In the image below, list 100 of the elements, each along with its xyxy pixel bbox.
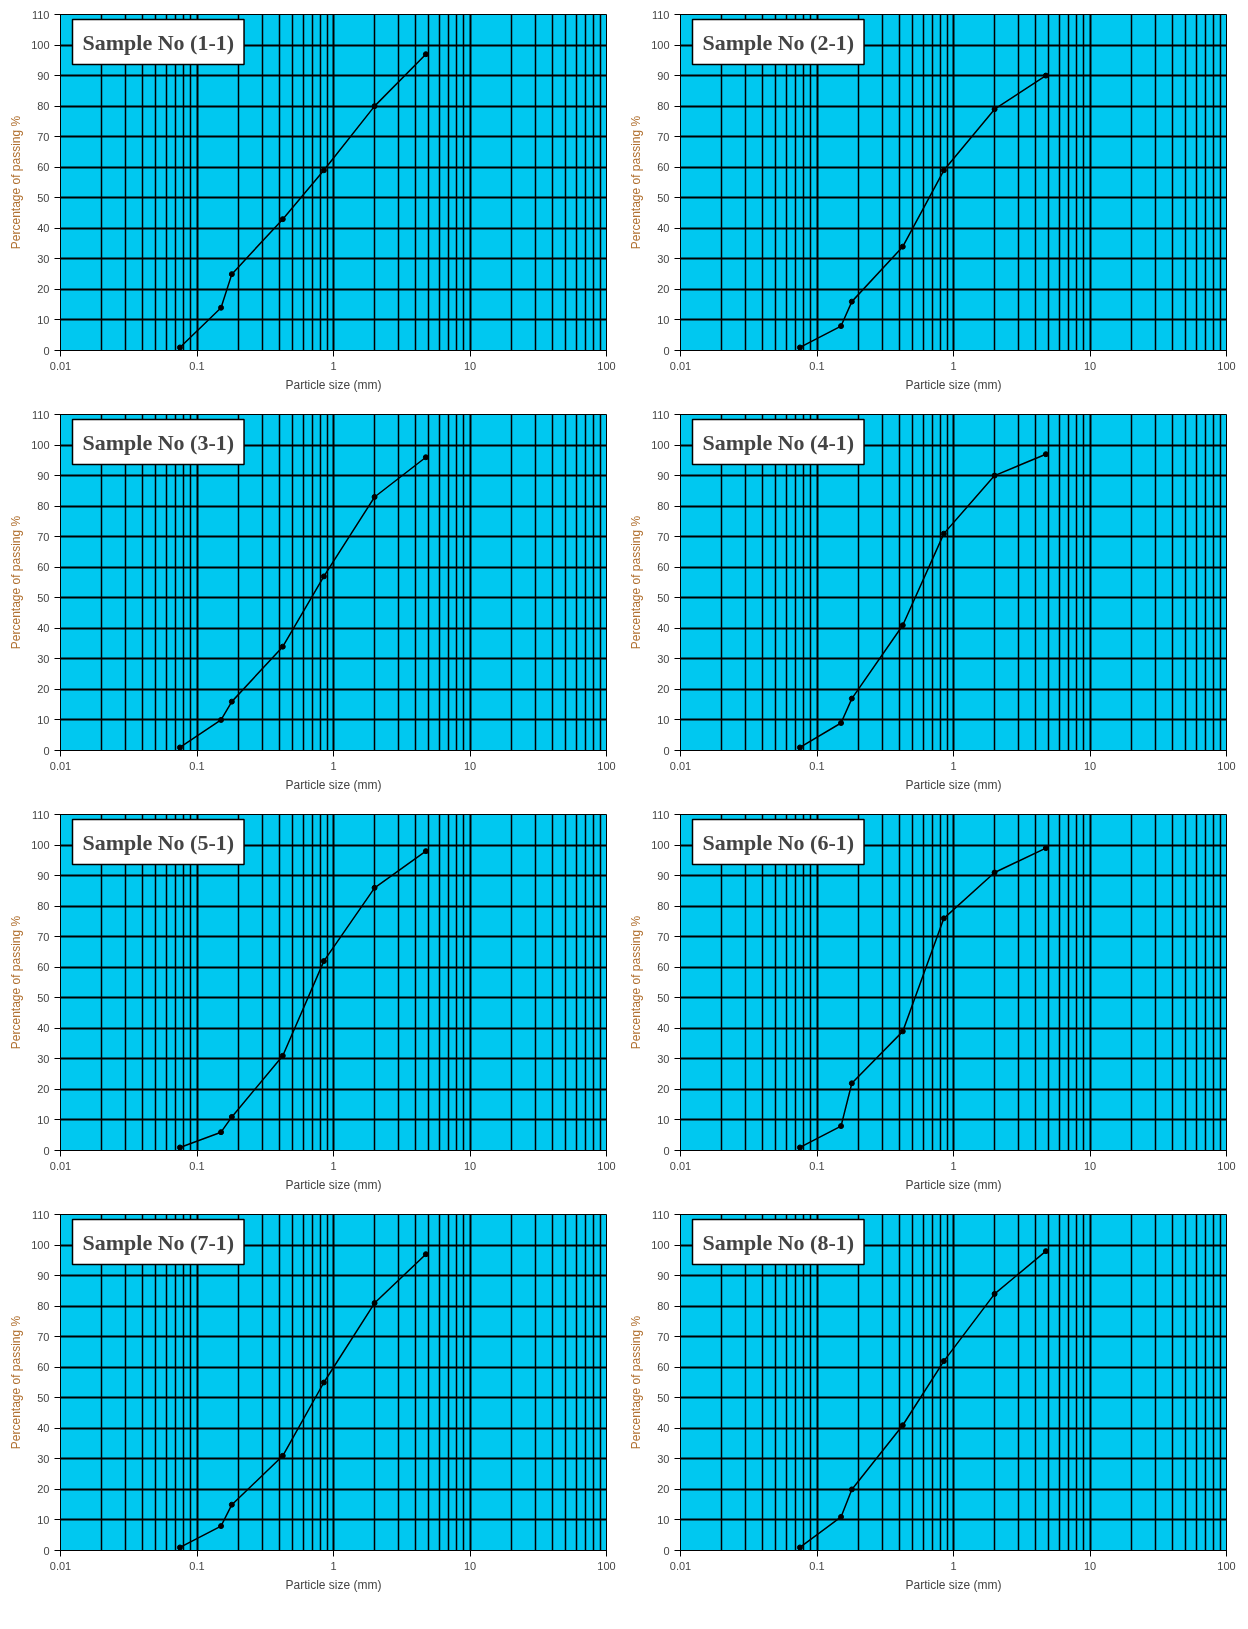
y-tick-label: 110 <box>31 408 50 421</box>
y-axis-title: Percentage of passing % <box>629 515 644 650</box>
y-tick-label: 70 <box>37 530 50 543</box>
x-tick-label: 100 <box>597 1159 616 1172</box>
y-tick-label: 30 <box>37 252 50 265</box>
y-tick-label: 80 <box>37 500 50 513</box>
x-tick-label: 100 <box>1217 359 1236 372</box>
y-axis-title: Percentage of passing % <box>629 915 644 1050</box>
y-tick-label: 90 <box>657 69 670 82</box>
x-tick-label: 10 <box>1083 1159 1097 1172</box>
y-tick-label: 110 <box>651 8 670 21</box>
y-tick-label: 30 <box>37 1052 50 1065</box>
y-tick-label: 60 <box>657 161 670 174</box>
y-tick-label: 100 <box>31 1239 50 1252</box>
y-tick-label: 100 <box>31 39 50 52</box>
x-axis-title: Particle size (mm) <box>285 1177 382 1192</box>
y-tick-label: 110 <box>31 1208 50 1221</box>
x-tick-label: 0.1 <box>189 759 205 772</box>
x-axis-title: Particle size (mm) <box>285 777 382 792</box>
y-tick-label: 100 <box>651 1239 670 1252</box>
y-tick-label: 0 <box>663 1144 670 1157</box>
y-tick-label: 90 <box>37 869 50 882</box>
y-tick-label: 50 <box>37 591 50 604</box>
y-tick-label: 50 <box>37 191 50 204</box>
x-tick-label: 1 <box>330 759 337 772</box>
x-tick-label: 100 <box>597 359 616 372</box>
y-tick-label: 20 <box>37 1483 50 1496</box>
x-tick-label: 0.01 <box>669 359 692 372</box>
x-tick-label: 1 <box>950 759 957 772</box>
x-axis-title: Particle size (mm) <box>905 777 1002 792</box>
y-tick-label: 10 <box>37 713 50 726</box>
y-tick-label: 80 <box>37 1300 50 1313</box>
text: Sample No (3-1) <box>82 429 235 455</box>
x-tick-label: 10 <box>463 1159 477 1172</box>
x-tick-label: 100 <box>597 759 616 772</box>
y-tick-label: 30 <box>37 1452 50 1465</box>
x-tick-label: 10 <box>463 1559 477 1572</box>
x-tick-label: 1 <box>950 359 957 372</box>
x-tick-label: 10 <box>1083 1559 1097 1572</box>
x-tick-label: 100 <box>1217 759 1236 772</box>
y-tick-label: 20 <box>37 283 50 296</box>
y-tick-label: 60 <box>37 561 50 574</box>
y-tick-label: 110 <box>651 1208 670 1221</box>
x-tick-label: 0.1 <box>809 759 825 772</box>
y-tick-label: 110 <box>31 8 50 21</box>
text: Sample No (4-1) <box>702 429 855 455</box>
y-tick-label: 100 <box>651 839 670 852</box>
x-tick-label: 100 <box>1217 1159 1236 1172</box>
y-tick-label: 100 <box>651 39 670 52</box>
y-tick-label: 20 <box>657 1083 670 1096</box>
y-tick-label: 10 <box>37 1113 50 1126</box>
y-axis-title: Percentage of passing % <box>629 115 644 250</box>
x-tick-label: 0.01 <box>669 1159 692 1172</box>
text: Sample No (7-1) <box>82 1229 235 1255</box>
y-tick-label: 90 <box>37 469 50 482</box>
y-tick-label: 40 <box>37 1422 50 1435</box>
y-tick-label: 80 <box>657 500 670 513</box>
y-tick-label: 40 <box>37 622 50 635</box>
y-tick-label: 30 <box>657 1052 670 1065</box>
y-tick-label: 80 <box>657 1300 670 1313</box>
y-tick-label: 0 <box>43 1144 50 1157</box>
y-tick-label: 10 <box>657 713 670 726</box>
y-tick-label: 20 <box>657 1483 670 1496</box>
y-tick-label: 0 <box>43 1544 50 1557</box>
x-axis-title: Particle size (mm) <box>905 1177 1002 1192</box>
text: Sample No (5-1) <box>82 829 235 855</box>
x-tick-label: 100 <box>1217 1559 1236 1572</box>
y-tick-label: 60 <box>37 161 50 174</box>
y-tick-label: 40 <box>657 622 670 635</box>
text: Sample No (1-1) <box>82 29 235 55</box>
x-tick-label: 100 <box>597 1559 616 1572</box>
y-axis-title: Percentage of passing % <box>629 1315 644 1450</box>
y-tick-label: 70 <box>37 1330 50 1343</box>
x-tick-label: 0.01 <box>49 1559 72 1572</box>
x-tick-label: 0.1 <box>189 1559 205 1572</box>
y-tick-label: 40 <box>657 1022 670 1035</box>
x-tick-label: 0.1 <box>809 1159 825 1172</box>
x-tick-label: 1 <box>950 1559 957 1572</box>
x-tick-label: 1 <box>950 1159 957 1172</box>
y-tick-label: 90 <box>657 1269 670 1282</box>
y-tick-label: 30 <box>37 652 50 665</box>
y-tick-label: 30 <box>657 652 670 665</box>
y-tick-label: 20 <box>657 683 670 696</box>
y-tick-label: 60 <box>37 1361 50 1374</box>
y-tick-label: 50 <box>657 1391 670 1404</box>
x-tick-label: 0.1 <box>809 1559 825 1572</box>
y-tick-label: 60 <box>657 961 670 974</box>
y-tick-label: 110 <box>31 808 50 821</box>
y-tick-label: 110 <box>651 808 670 821</box>
y-tick-label: 20 <box>657 283 670 296</box>
y-tick-label: 90 <box>657 869 670 882</box>
y-tick-label: 70 <box>657 530 670 543</box>
y-tick-label: 80 <box>657 900 670 913</box>
y-axis-title: Percentage of passing % <box>9 915 24 1050</box>
x-tick-label: 10 <box>463 359 477 372</box>
y-tick-label: 30 <box>657 1452 670 1465</box>
y-tick-label: 110 <box>651 408 670 421</box>
y-tick-label: 80 <box>37 900 50 913</box>
y-tick-label: 40 <box>657 1422 670 1435</box>
x-tick-label: 0.01 <box>669 759 692 772</box>
